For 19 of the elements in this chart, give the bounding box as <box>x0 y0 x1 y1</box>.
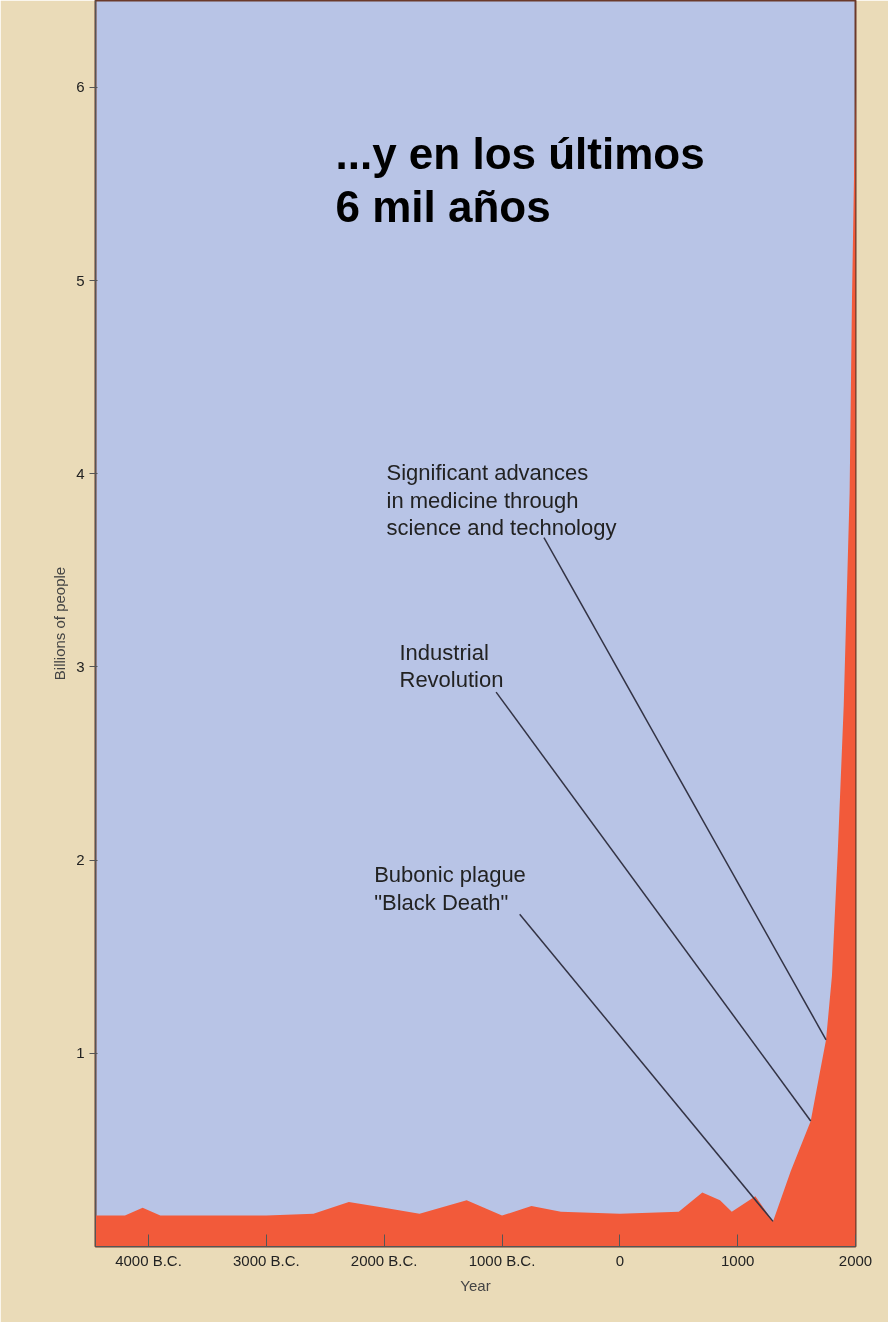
text: ...y en los últimos 6 mil años <box>335 128 705 232</box>
x-tick-label: 0 <box>615 1251 625 1269</box>
y-tick-label: 5 <box>76 271 85 289</box>
x-tick-label: 2000 B.C. <box>350 1251 418 1269</box>
x-tick-label: 2000 <box>838 1251 873 1269</box>
annotation: Significant advances in medicine through science and technology <box>386 460 617 541</box>
x-tick-label: 1000 <box>720 1251 755 1269</box>
y-tick-label: 1 <box>76 1044 85 1062</box>
y-tick-label: 6 <box>76 78 85 96</box>
y-tick-label: 2 <box>76 851 85 869</box>
x-tick-label: 3000 B.C. <box>233 1251 300 1269</box>
y-axis-title: Billions of people <box>51 566 69 681</box>
y-tick-label: 3 <box>76 657 85 675</box>
x-axis-title: Year <box>460 1276 491 1294</box>
x-tick-label: 1000 B.C. <box>468 1251 536 1269</box>
x-tick-label: 4000 B.C. <box>115 1251 182 1269</box>
y-tick-label: 4 <box>76 464 85 482</box>
annotation: Industrial Revolution <box>399 639 504 693</box>
annotation: Bubonic plague "Black Death" <box>374 862 526 915</box>
